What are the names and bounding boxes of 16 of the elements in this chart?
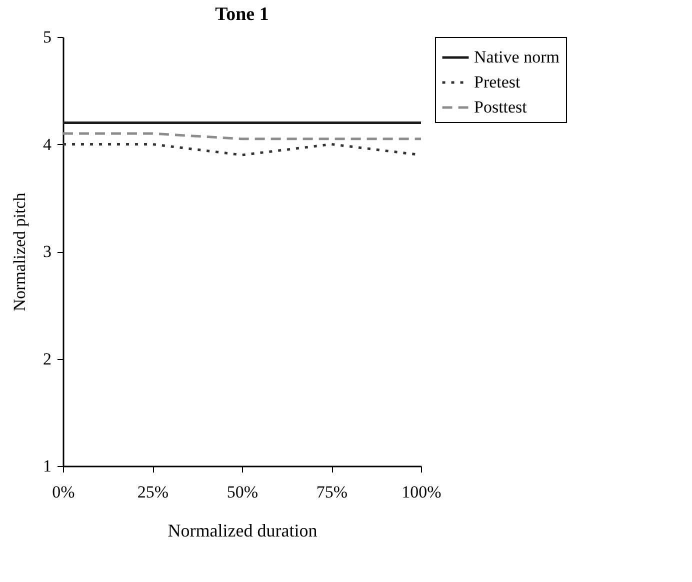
y-tick-label: 5 <box>43 28 52 46</box>
legend-label: Pretest <box>474 72 521 92</box>
y-axis-title: Normalized pitch <box>10 192 29 312</box>
y-tick-label: 1 <box>43 456 52 476</box>
x-tick-label: 75% <box>316 482 348 502</box>
chart-title: Tone 1 <box>215 4 269 25</box>
y-tick-label: 3 <box>43 242 52 261</box>
x-tick-label: 50% <box>226 482 258 502</box>
x-tick-label: 25% <box>137 482 169 502</box>
x-tick-label: 0% <box>52 482 75 502</box>
x-tick-label: 100% <box>402 482 442 502</box>
legend-label: Posttest <box>474 98 528 116</box>
y-tick-label: 4 <box>43 134 52 154</box>
x-axis-title: Normalized duration <box>168 520 318 540</box>
y-tick-label: 2 <box>43 349 52 368</box>
legend-label: Native norm <box>474 48 560 66</box>
